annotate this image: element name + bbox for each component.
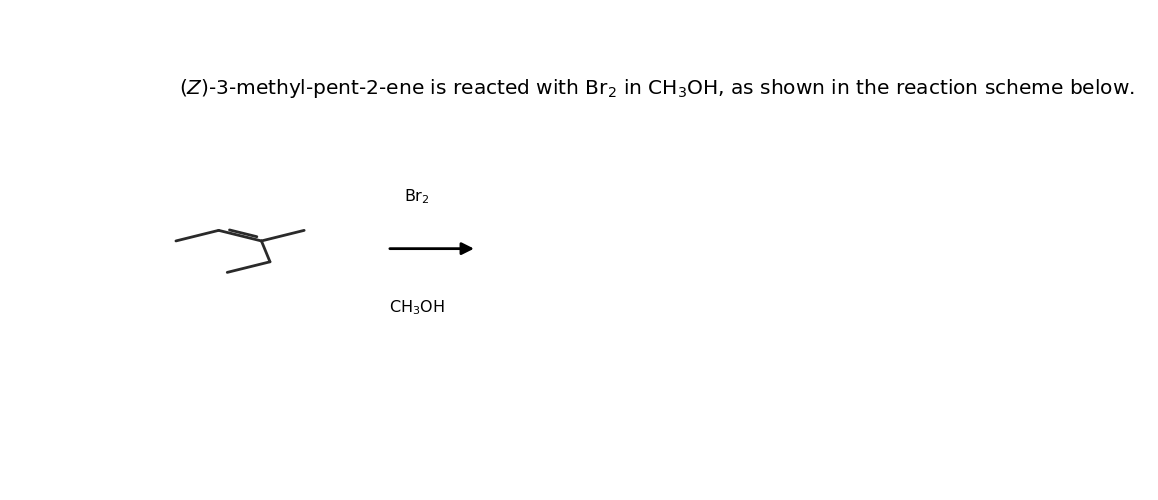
Text: CH$_3$OH: CH$_3$OH	[389, 298, 445, 318]
Text: $(Z)$-3-methyl-pent-2-ene is reacted with Br$_2$ in CH$_3$OH, as shown in the re: $(Z)$-3-methyl-pent-2-ene is reacted wit…	[178, 78, 1135, 100]
Text: Br$_2$: Br$_2$	[404, 188, 430, 206]
